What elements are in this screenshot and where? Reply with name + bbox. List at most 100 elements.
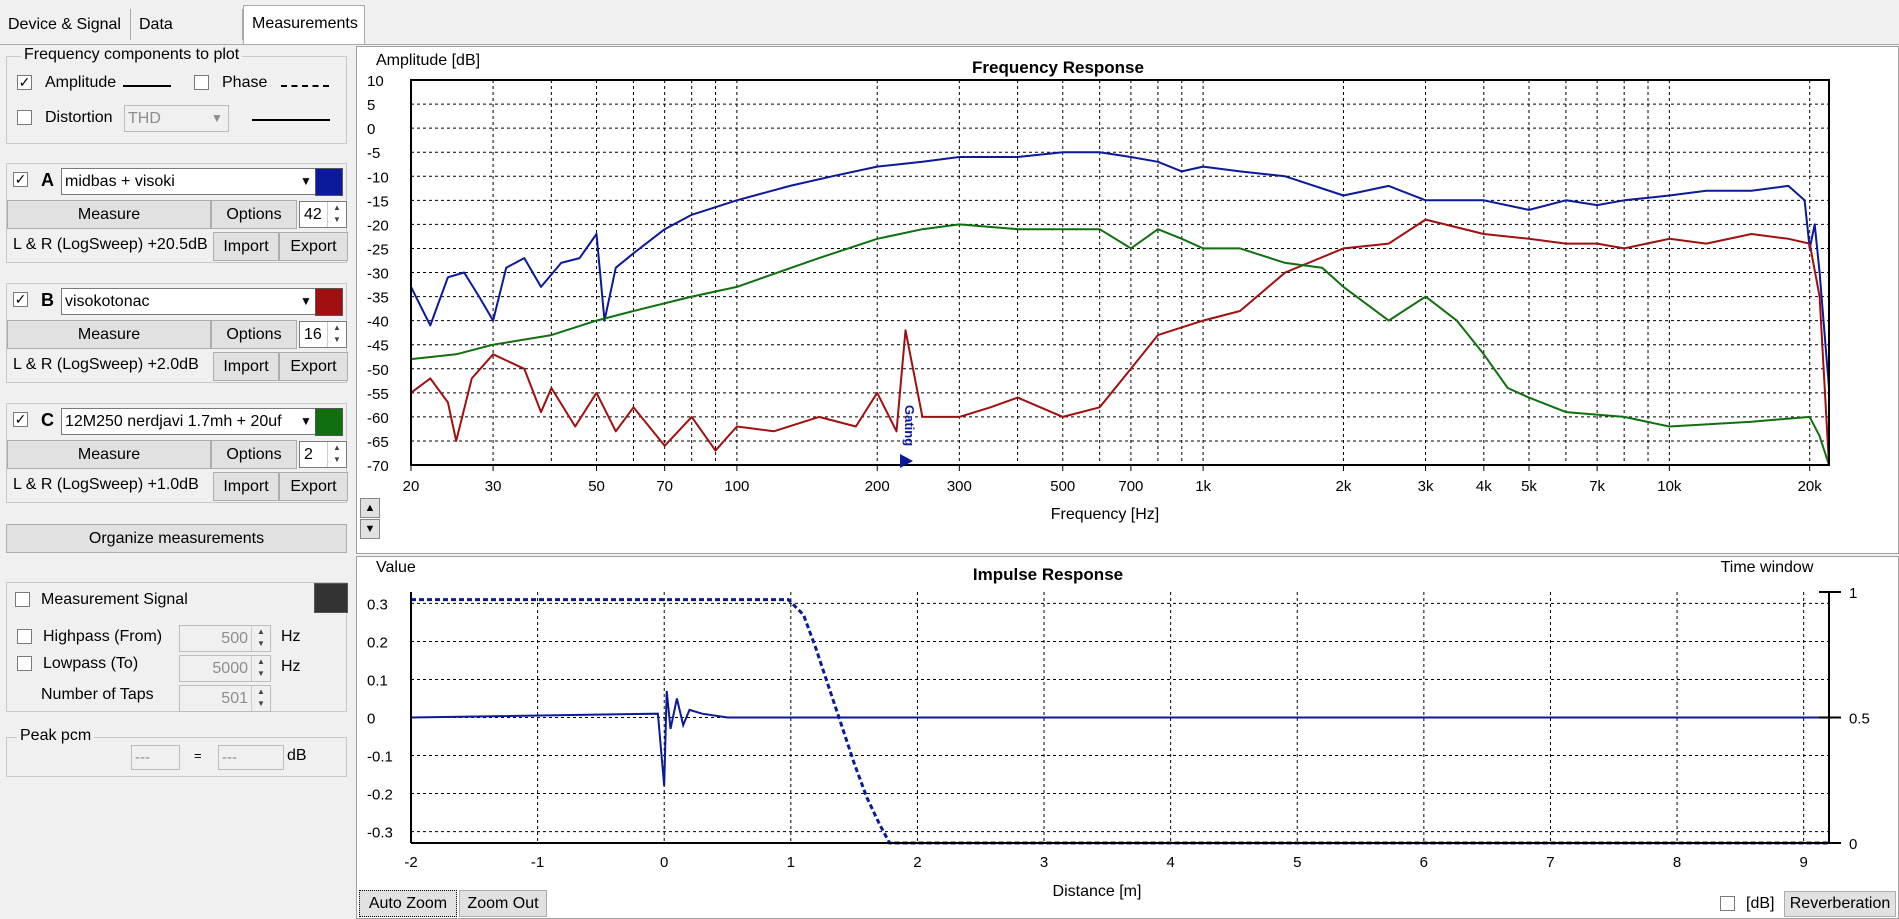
db-label: [dB] bbox=[1746, 895, 1775, 912]
spin-arrows-icon[interactable]: ▲ ▼ bbox=[327, 322, 346, 347]
freq-y-tick: -30 bbox=[367, 266, 389, 283]
measurement-a-name-select[interactable]: midbas + visoki ▼ bbox=[61, 168, 318, 195]
frequency-components-group: Frequency components to plot ✓ Amplitude… bbox=[6, 46, 347, 144]
distortion-mode-select[interactable]: THD ▼ bbox=[124, 105, 229, 132]
taps-label: Number of Taps bbox=[41, 686, 154, 703]
spin-arrows-icon[interactable]: ▲ ▼ bbox=[251, 626, 270, 651]
spin-arrows-icon[interactable]: ▲ ▼ bbox=[327, 442, 346, 467]
lowpass-checkbox[interactable] bbox=[17, 656, 32, 671]
imp-series-line-2 bbox=[411, 598, 1829, 845]
scroll-down-icon[interactable]: ▼ bbox=[360, 519, 380, 539]
measurement-signal-group: Measurement Signal Highpass (From) 500 ▲… bbox=[6, 582, 348, 712]
peak-right-field: --- bbox=[218, 745, 284, 770]
freq-x-tick: 7k bbox=[1589, 478, 1605, 495]
measurement-c-letter: C bbox=[41, 410, 54, 430]
measurement-c-checkbox[interactable]: ✓ bbox=[13, 411, 28, 427]
measurement-a-import-button[interactable]: Import bbox=[213, 232, 279, 261]
tab-measurements[interactable]: Measurements bbox=[243, 5, 365, 44]
lowpass-unit: Hz bbox=[281, 658, 301, 675]
highpass-checkbox[interactable] bbox=[17, 629, 32, 644]
freq-y-tick: -50 bbox=[367, 362, 389, 379]
measurement-c-import-button[interactable]: Import bbox=[213, 472, 279, 501]
measurement-a-letter: A bbox=[41, 170, 54, 190]
measurement-b-export-button[interactable]: Export bbox=[279, 352, 348, 381]
measurement-b-color-swatch[interactable] bbox=[315, 288, 343, 316]
measurement-a-count-stepper[interactable]: 42 ▲ ▼ bbox=[299, 201, 347, 228]
spin-arrows-icon[interactable]: ▲ ▼ bbox=[251, 656, 270, 681]
chevron-down-icon: ▼ bbox=[211, 111, 223, 125]
freq-y-tick: -55 bbox=[367, 386, 389, 403]
amplitude-checkbox[interactable]: ✓ bbox=[17, 74, 32, 90]
freq-series bbox=[410, 151, 1830, 466]
measurement-c-options-button[interactable]: Options bbox=[211, 440, 297, 469]
measurement-c-measure-button[interactable]: Measure bbox=[7, 440, 211, 469]
imp-x-tick: 4 bbox=[1166, 854, 1174, 871]
spin-arrows-icon[interactable]: ▲ ▼ bbox=[327, 202, 346, 227]
measurement-a-name: midbas + visoki bbox=[65, 173, 175, 190]
spin-arrows-icon[interactable]: ▲ ▼ bbox=[251, 686, 270, 711]
signal-color-swatch[interactable] bbox=[314, 583, 348, 613]
imp-x-tick: 6 bbox=[1420, 854, 1428, 871]
phase-label: Phase bbox=[222, 74, 268, 91]
amplitude-label: Amplitude bbox=[45, 74, 117, 91]
frequency-components-title: Frequency components to plot bbox=[21, 46, 243, 64]
freq-tick-labels: 1050-5-10-15-20-25-30-35-40-45-50-55-60-… bbox=[367, 73, 1822, 495]
peak-unit: dB bbox=[287, 747, 307, 764]
freq-y-tick: -25 bbox=[367, 241, 389, 258]
imp-y-tick: 0.3 bbox=[367, 596, 388, 613]
zoom-out-button[interactable]: Zoom Out bbox=[459, 890, 547, 917]
lowpass-value: 5000 bbox=[212, 660, 248, 677]
measurement-b-count: 16 bbox=[304, 326, 322, 343]
measurement-b-letter: B bbox=[41, 290, 54, 310]
measurement-a-measure-button[interactable]: Measure bbox=[7, 200, 211, 229]
imp-y-tick: -0.2 bbox=[367, 787, 393, 804]
measurement-a-export-button[interactable]: Export bbox=[279, 232, 348, 261]
imp-right-tick: 1 bbox=[1849, 585, 1857, 602]
gating-marker-icon[interactable] bbox=[900, 454, 913, 468]
freq-y-label: Amplitude [dB] bbox=[376, 52, 480, 69]
freq-y-tick: 0 bbox=[367, 121, 375, 138]
organize-measurements-button[interactable]: Organize measurements bbox=[6, 524, 347, 553]
freq-y-tick: -60 bbox=[367, 410, 389, 427]
tab-device-signal[interactable]: Device & Signal bbox=[0, 9, 131, 40]
measurement-signal-checkbox[interactable] bbox=[15, 592, 30, 607]
phase-line-sample bbox=[281, 85, 329, 87]
measurement-c-name-select[interactable]: 12M250 nerdjavi 1.7mh + 20uf ▼ bbox=[61, 408, 318, 435]
measurement-b-options-button[interactable]: Options bbox=[211, 320, 297, 349]
peak-left-field: --- bbox=[131, 745, 180, 770]
measurement-b-count-stepper[interactable]: 16 ▲ ▼ bbox=[299, 321, 347, 348]
reverberation-button[interactable]: Reverberation bbox=[1784, 891, 1896, 917]
scroll-up-icon[interactable]: ▲ bbox=[360, 498, 380, 518]
freq-series-line-1 bbox=[410, 151, 1830, 389]
auto-zoom-button[interactable]: Auto Zoom bbox=[359, 890, 457, 917]
measurement-c-count-stepper[interactable]: 2 ▲ ▼ bbox=[299, 441, 347, 468]
imp-y-tick: -0.3 bbox=[367, 825, 393, 842]
freq-x-tick: 30 bbox=[485, 478, 502, 495]
measurement-b-import-button[interactable]: Import bbox=[213, 352, 279, 381]
measurement-b-name-select[interactable]: visokotonac ▼ bbox=[61, 288, 318, 315]
freq-y-tick: -10 bbox=[367, 169, 389, 186]
measurement-a-color-swatch[interactable] bbox=[315, 168, 343, 196]
db-checkbox[interactable] bbox=[1720, 896, 1735, 911]
phase-checkbox[interactable] bbox=[194, 75, 209, 90]
taps-stepper[interactable]: 501 ▲ ▼ bbox=[179, 685, 271, 712]
lowpass-stepper[interactable]: 5000 ▲ ▼ bbox=[179, 655, 271, 682]
imp-series bbox=[410, 598, 1829, 845]
imp-x-tick: 9 bbox=[1800, 854, 1808, 871]
imp-tick-labels: 0.3 0.2 0.1 0 -0.1 -0.2 -0.3 -2 -1 0 1 2 3 4 5 6 7 8 9 1 0.5… bbox=[367, 585, 1870, 871]
measurement-a-options-button[interactable]: Options bbox=[211, 200, 297, 229]
imp-x-tick: 1 bbox=[787, 854, 795, 871]
gating-label: Gating bbox=[902, 405, 917, 446]
measurement-b-measure-button[interactable]: Measure bbox=[7, 320, 211, 349]
measurement-c-color-swatch[interactable] bbox=[315, 408, 343, 436]
measurement-a-checkbox[interactable]: ✓ bbox=[13, 171, 28, 187]
frequency-response-panel bbox=[356, 46, 1899, 554]
distortion-checkbox[interactable] bbox=[17, 110, 32, 125]
measurement-c-export-button[interactable]: Export bbox=[279, 472, 348, 501]
freq-x-tick: 2k bbox=[1336, 478, 1352, 495]
highpass-stepper[interactable]: 500 ▲ ▼ bbox=[179, 625, 271, 652]
imp-series-line-1 bbox=[410, 690, 1829, 787]
freq-grid bbox=[410, 79, 1829, 466]
imp-x-tick: -1 bbox=[531, 854, 544, 871]
measurement-b-checkbox[interactable]: ✓ bbox=[13, 291, 28, 307]
